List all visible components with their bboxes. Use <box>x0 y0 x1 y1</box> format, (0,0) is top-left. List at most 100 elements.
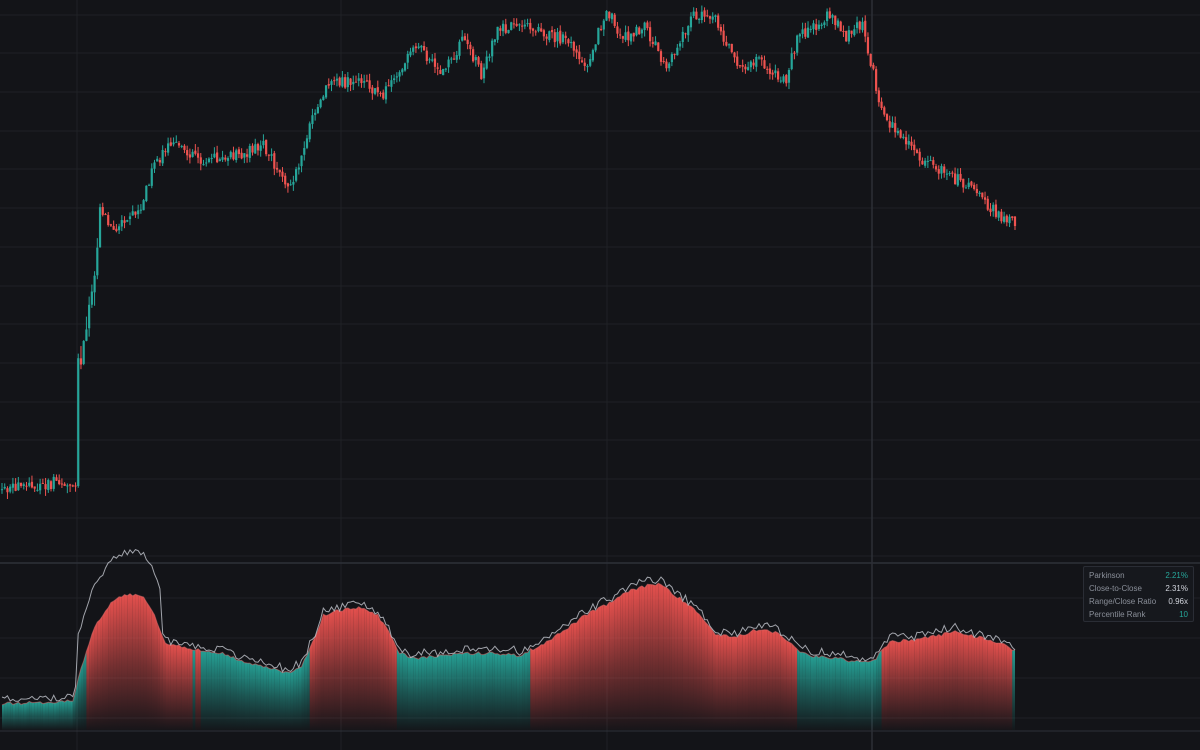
candle <box>834 15 837 30</box>
candle <box>733 51 736 63</box>
candle <box>561 31 565 45</box>
osc-area-segment <box>557 633 561 730</box>
candle <box>708 15 712 24</box>
osc-area-segment <box>415 658 419 730</box>
candle <box>286 182 290 193</box>
osc-area-segment <box>769 631 773 730</box>
osc-area-segment <box>535 646 539 730</box>
candle <box>175 135 178 143</box>
osc-area-segment <box>791 643 795 730</box>
osc-area-segment <box>192 650 196 730</box>
candle <box>725 35 728 47</box>
candle <box>207 157 211 164</box>
osc-area-segment <box>873 659 877 730</box>
osc-area-segment <box>475 651 479 730</box>
osc-area-segment <box>48 702 52 730</box>
candle <box>929 155 932 162</box>
candle <box>344 74 347 89</box>
candle <box>602 18 605 37</box>
osc-area-segment <box>799 652 803 730</box>
osc-area-segment <box>729 637 732 730</box>
osc-area-segment <box>759 630 762 730</box>
candle <box>357 73 360 87</box>
osc-area-segment <box>418 656 422 730</box>
osc-area-segment <box>255 663 258 730</box>
candle <box>226 156 230 166</box>
candle <box>722 24 725 46</box>
candle <box>371 84 374 100</box>
osc-area-segment <box>522 652 525 730</box>
candle <box>678 40 682 51</box>
osc-area-segment <box>660 584 664 730</box>
osc-area-segment <box>538 644 542 730</box>
osc-area-segment <box>930 635 934 730</box>
candle <box>695 8 698 20</box>
candle <box>973 182 976 191</box>
osc-area-segment <box>443 654 446 730</box>
osc-area-segment <box>91 627 95 730</box>
candle <box>793 50 796 60</box>
candle <box>518 23 521 32</box>
candle <box>910 136 913 151</box>
candle <box>771 69 774 80</box>
osc-area-segment <box>827 657 830 730</box>
osc-area-segment <box>663 586 667 730</box>
osc-area-segment <box>75 678 79 730</box>
candle <box>196 146 200 164</box>
candle <box>594 44 597 53</box>
osc-area-segment <box>483 653 487 730</box>
osc-area-segment <box>987 640 991 730</box>
osc-area-segment <box>960 633 964 730</box>
candle <box>915 148 919 154</box>
candle <box>112 220 115 230</box>
candle <box>202 159 205 166</box>
candle <box>237 146 241 159</box>
candle <box>161 145 164 166</box>
candle <box>747 61 750 71</box>
volatility-panel: Parkinson 2.21% Close-to-Close 2.31% Ran… <box>1083 566 1194 622</box>
candle <box>278 169 281 177</box>
candle <box>992 202 995 217</box>
osc-area-segment <box>391 637 395 730</box>
candle <box>98 203 102 248</box>
osc-area-segment <box>108 602 111 730</box>
candle <box>393 74 396 85</box>
osc-area-segment <box>100 615 103 730</box>
osc-area-segment <box>652 584 656 730</box>
candle <box>66 483 69 494</box>
osc-area-segment <box>105 607 109 730</box>
osc-area-segment <box>157 622 160 730</box>
candle <box>913 139 916 156</box>
osc-area-segment <box>380 620 384 730</box>
candle <box>839 20 842 32</box>
panel-row-range-close-ratio: Range/Close Ratio 0.96x <box>1089 595 1188 608</box>
candle <box>534 29 537 36</box>
candle <box>591 48 595 63</box>
candle <box>0 482 4 494</box>
candle <box>455 50 458 63</box>
candle <box>55 474 58 481</box>
osc-area-segment <box>519 655 523 730</box>
candle <box>899 129 902 139</box>
candle <box>417 42 420 50</box>
osc-area-segment <box>840 657 844 730</box>
osc-area-segment <box>835 657 838 730</box>
candle <box>567 38 570 47</box>
candle <box>556 27 559 48</box>
osc-area-segment <box>222 652 226 730</box>
candle <box>589 53 592 68</box>
osc-area-segment <box>726 634 730 730</box>
candle <box>85 316 88 342</box>
candle <box>654 36 657 46</box>
candle <box>322 94 325 101</box>
osc-area-segment <box>641 585 645 730</box>
osc-area-segment <box>45 702 49 730</box>
candle <box>120 215 123 232</box>
osc-area-segment <box>712 630 716 730</box>
candle <box>395 72 398 83</box>
candle <box>58 474 61 486</box>
candle <box>945 169 949 181</box>
candle <box>760 55 763 66</box>
candle <box>798 32 801 43</box>
osc-area-segment <box>767 629 770 730</box>
